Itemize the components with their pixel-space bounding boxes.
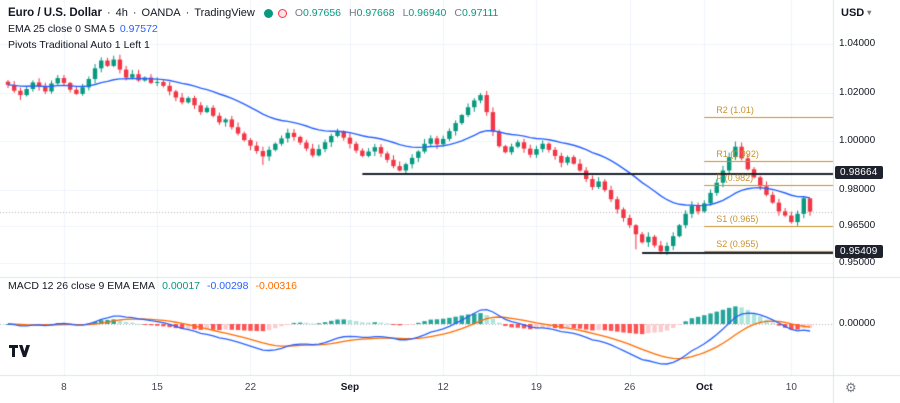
status-dot-red-icon[interactable]: [277, 8, 287, 18]
macd-indicator-name: MACD 12 26 close 9 EMA EMA: [8, 280, 156, 292]
macd-zero-label: 0.00000: [839, 318, 876, 329]
status-dot-teal-icon[interactable]: [263, 8, 273, 18]
high-label: H: [349, 7, 357, 19]
close-value: 0.97111: [461, 7, 499, 19]
time-axis-label: 8: [61, 382, 67, 393]
ema-indicator-name: EMA 25 close 0 SMA 5: [8, 23, 115, 35]
price-axis-label: 1.04000: [839, 38, 876, 49]
legend: Euro / U.S. Dollar · 4h · OANDA · Tradin…: [8, 5, 498, 53]
currency-label: USD: [841, 7, 865, 19]
exchange-label: OANDA: [141, 7, 181, 19]
price-axis-label: 1.00000: [839, 135, 876, 147]
price-axis-label: 0.96500: [839, 220, 876, 232]
close-label: C: [454, 7, 462, 19]
time-axis[interactable]: 8 15 22 Sep 12 19 26 Oct 10: [0, 375, 900, 403]
price-axis-label: 0.95000: [839, 256, 876, 268]
separator-dot: ·: [106, 7, 111, 19]
time-axis-label: Oct: [695, 382, 713, 393]
time-axis-label: 22: [244, 382, 257, 393]
ohlc-high: H 0.97668: [349, 7, 395, 19]
macd-hist-value: 0.00017: [162, 280, 201, 292]
time-axis-label: 15: [151, 382, 163, 393]
ohlc-open: O 0.97656: [295, 7, 341, 19]
macd-line-value: -0.00298: [207, 280, 249, 292]
symbol-title: Euro / U.S. Dollar: [8, 7, 102, 19]
separator-dot: ·: [132, 7, 137, 19]
settings-icon[interactable]: ⚙: [845, 380, 857, 395]
time-axis-label: 10: [785, 382, 797, 393]
time-axis-label: 12: [437, 382, 449, 393]
macd-legend-row[interactable]: MACD 12 26 close 9 EMA EMA 0.00017 -0.00…: [8, 280, 297, 292]
symbol-legend-row[interactable]: Euro / U.S. Dollar · 4h · OANDA · Tradin…: [8, 5, 498, 21]
pivots-indicator-name: Pivots Traditional Auto 1 Left 1: [8, 39, 150, 51]
ema-value: 0.97572: [119, 23, 158, 35]
ohlc-close: C 0.97111: [454, 7, 498, 19]
separator-dot: ·: [185, 7, 190, 19]
time-axis-label: 19: [530, 382, 542, 393]
high-value: 0.97668: [356, 7, 395, 19]
tradingview-logo[interactable]: [9, 344, 32, 362]
price-line-badge: 0.95409: [835, 245, 883, 259]
tradingview-logo-glyph: [9, 345, 30, 357]
currency-dropdown[interactable]: USD ▾: [841, 7, 871, 19]
time-axis-label: Sep: [340, 382, 360, 393]
price-line-badge: 0.98664: [835, 165, 883, 179]
chevron-down-icon: ▾: [867, 8, 872, 17]
ohlc-low: L 0.96940: [403, 7, 447, 19]
brand-label: TradingView: [194, 7, 255, 19]
price-axis-label: 1.02000: [839, 86, 876, 98]
open-value: 0.97656: [303, 7, 342, 19]
time-axis-label: 26: [624, 382, 636, 393]
price-axis[interactable]: 1.04000 1.02000 1.00000 0.98000 0.96500 0.950…: [833, 0, 900, 375]
pivots-legend-row[interactable]: Pivots Traditional Auto 1 Left 1: [8, 37, 498, 53]
price-axis-label: 0.98000: [839, 183, 876, 195]
interval-label: 4h: [115, 7, 128, 19]
low-label: L: [402, 7, 409, 19]
ema-legend-row[interactable]: EMA 25 close 0 SMA 5 0.97572: [8, 21, 498, 37]
open-label: O: [294, 7, 304, 19]
macd-signal-value: -0.00316: [255, 280, 297, 292]
low-value: 0.96940: [408, 7, 447, 19]
